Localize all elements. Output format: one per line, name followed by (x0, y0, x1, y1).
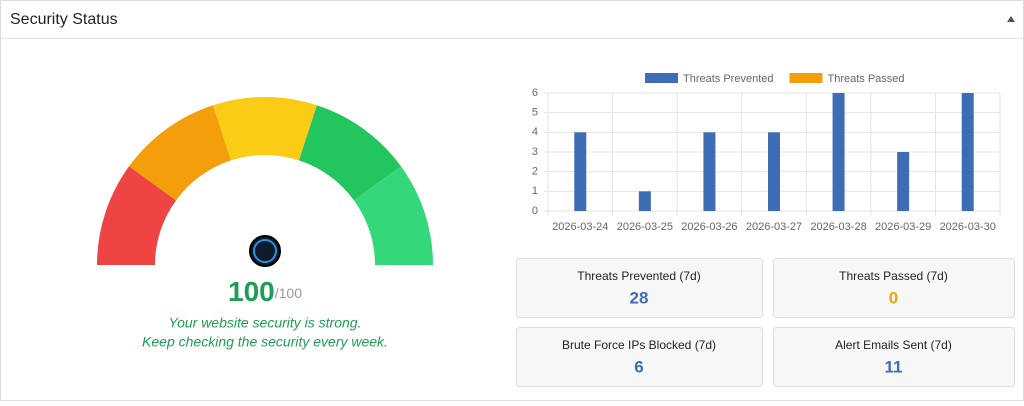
stat-label: Threats Passed (7d) (839, 269, 948, 283)
x-tick-label: 2026-03-26 (681, 221, 737, 233)
gauge-segment (298, 105, 401, 201)
stat-card (516, 327, 763, 387)
gauge-segment (97, 166, 177, 265)
stat-card (773, 327, 1015, 387)
score-max: /100 (275, 285, 302, 301)
y-tick-label: 1 (532, 185, 538, 197)
y-tick-label: 3 (532, 146, 538, 158)
x-tick-label: 2026-03-25 (617, 221, 673, 233)
gauge-segment (213, 97, 317, 161)
bar (574, 132, 587, 211)
legend-label: Threats Prevented (683, 73, 774, 85)
security-message: Keep checking the security every week. (142, 334, 388, 350)
gauge-pivot-ring (253, 239, 277, 263)
legend-swatch (645, 73, 678, 83)
panel-title: Security Status (10, 11, 118, 28)
gauge-segment (129, 105, 232, 201)
x-tick-label: 2026-03-28 (810, 221, 866, 233)
bar (768, 132, 780, 211)
collapse-toggle[interactable] (1007, 16, 1015, 22)
x-tick-label: 2026-03-27 (746, 221, 802, 233)
y-tick-label: 0 (532, 205, 538, 217)
bar (897, 152, 910, 211)
stat-value: 28 (630, 288, 649, 307)
bar (832, 93, 845, 211)
bar (703, 132, 716, 211)
score-value: 100 (228, 276, 275, 307)
gauge-segment (353, 166, 433, 265)
x-tick-label: 2026-03-30 (940, 221, 996, 233)
stat-card (773, 258, 1015, 318)
stat-label: Brute Force IPs Blocked (7d) (562, 338, 716, 352)
stat-card (516, 258, 763, 318)
security-message: Your website security is strong. (169, 315, 362, 331)
y-tick-label: 6 (532, 87, 538, 99)
legend-label: Threats Passed (828, 73, 905, 85)
legend-swatch (789, 73, 823, 83)
y-tick-label: 2 (532, 166, 538, 178)
x-tick-label: 2026-03-29 (875, 221, 931, 233)
bar (961, 93, 974, 211)
stat-value: 11 (885, 357, 903, 376)
y-tick-label: 4 (532, 126, 538, 138)
stat-value: 0 (889, 288, 898, 307)
stat-label: Threats Prevented (7d) (577, 269, 700, 283)
stat-label: Alert Emails Sent (7d) (835, 338, 952, 352)
x-tick-label: 2026-03-24 (552, 221, 608, 233)
bar (638, 191, 651, 211)
y-tick-label: 5 (532, 107, 538, 119)
stat-value: 6 (634, 357, 643, 376)
score: 100/100 (228, 276, 302, 307)
